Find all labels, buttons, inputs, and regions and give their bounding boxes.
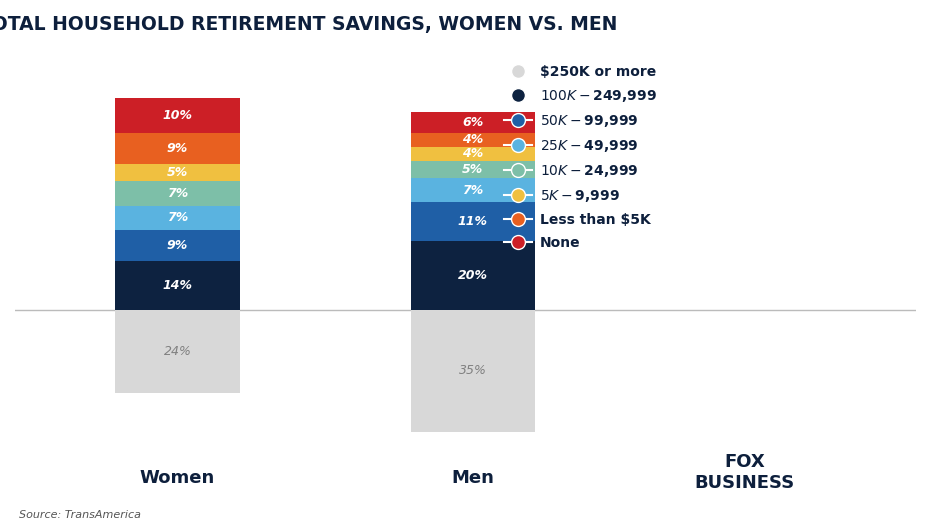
- Text: 4%: 4%: [463, 133, 483, 146]
- Bar: [411, 178, 535, 202]
- Text: 20%: 20%: [458, 269, 488, 282]
- Bar: [411, 241, 535, 310]
- Bar: [115, 164, 239, 181]
- Bar: [411, 147, 535, 161]
- Bar: [115, 230, 239, 262]
- Bar: [115, 310, 239, 393]
- Text: 9%: 9%: [167, 142, 188, 155]
- Text: 11%: 11%: [458, 215, 488, 228]
- Text: 14%: 14%: [163, 279, 193, 292]
- Text: 24%: 24%: [164, 345, 192, 358]
- Bar: [411, 112, 535, 133]
- Text: 5%: 5%: [167, 166, 188, 179]
- Text: Source: TransAmerica: Source: TransAmerica: [19, 510, 141, 520]
- Bar: [115, 181, 239, 206]
- Bar: [115, 98, 239, 133]
- Bar: [115, 262, 239, 310]
- Bar: [115, 133, 239, 164]
- Text: 7%: 7%: [167, 187, 188, 200]
- Text: 35%: 35%: [459, 365, 487, 377]
- Bar: [411, 202, 535, 241]
- Text: TOTAL HOUSEHOLD RETIREMENT SAVINGS, WOMEN VS. MEN: TOTAL HOUSEHOLD RETIREMENT SAVINGS, WOME…: [0, 15, 617, 34]
- Legend: $250K or more, $100K-$249,999, $50K-$99,999, $25K-$49,999, $10K-$24,999, $5K-$9,: $250K or more, $100K-$249,999, $50K-$99,…: [504, 64, 657, 249]
- Bar: [411, 310, 535, 431]
- Bar: [411, 161, 535, 178]
- Bar: [411, 133, 535, 147]
- Text: 4%: 4%: [463, 147, 483, 160]
- Text: 7%: 7%: [167, 211, 188, 224]
- Text: FOX
BUSINESS: FOX BUSINESS: [695, 453, 795, 492]
- Text: 10%: 10%: [163, 109, 193, 122]
- Text: 7%: 7%: [463, 184, 483, 197]
- Bar: [115, 206, 239, 230]
- Text: 5%: 5%: [463, 163, 483, 176]
- Text: 9%: 9%: [167, 239, 188, 252]
- Text: 6%: 6%: [463, 116, 483, 129]
